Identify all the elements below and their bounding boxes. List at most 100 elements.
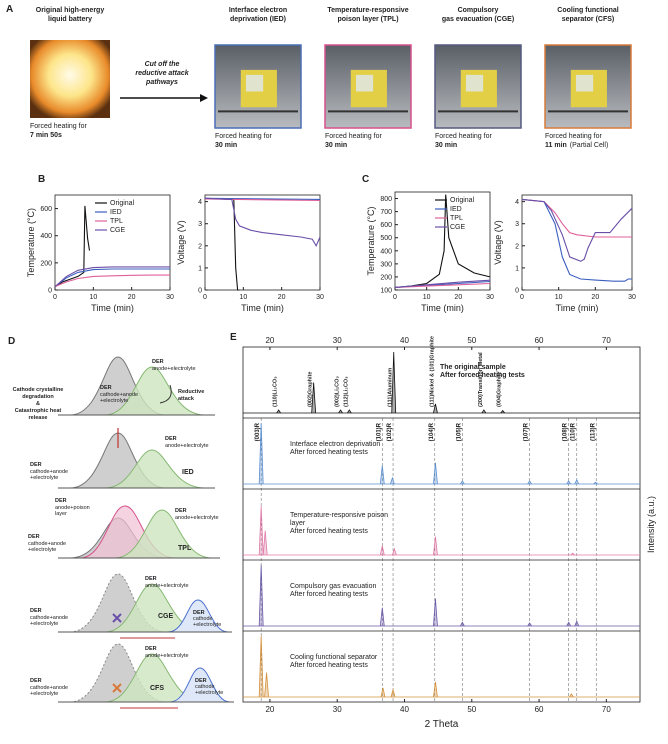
- diagram: DER cathode+anode +electrolyte DER anode…: [13, 356, 215, 421]
- plot-frame: [242, 346, 641, 703]
- text: anode+electrolyte: [145, 653, 189, 659]
- x-tick-label: 30: [628, 294, 636, 301]
- x-tick-label: 40: [400, 705, 409, 714]
- x-tick-label: 20: [454, 294, 462, 301]
- cross: [112, 683, 122, 693]
- text: release: [29, 415, 48, 421]
- photo-caption: Forced heating for: [545, 133, 602, 140]
- series-line: [394, 194, 491, 288]
- pouch-highlight: [355, 74, 374, 92]
- photo-title: Original high-energy: [36, 7, 105, 14]
- x-tick-label: 30: [333, 336, 342, 345]
- series-line: [521, 198, 633, 262]
- y-tick-label: 100: [380, 288, 392, 295]
- caption-part: 30 min: [325, 142, 347, 149]
- series-line: [54, 274, 170, 288]
- y-tick-label: 300: [380, 261, 392, 268]
- peak-label: (111)Aluminum: [388, 368, 394, 407]
- trace-label: After forced heating tests: [290, 662, 368, 669]
- text: layer: [55, 511, 67, 517]
- text: cathode: [195, 684, 215, 690]
- y-tick-label: 600: [40, 206, 52, 213]
- photo-caption: 30 min: [435, 142, 457, 149]
- photo-title: Interface electron: [229, 7, 287, 14]
- photo-caption: Forced heating for: [325, 133, 382, 140]
- arrow-text: Cut off the: [145, 61, 180, 68]
- peak-label: (200)Transition Metal: [478, 352, 484, 407]
- xrd-peak: [593, 481, 598, 485]
- x-tick-label: 30: [166, 294, 174, 301]
- xrd-peak: [574, 620, 580, 627]
- x-tick-label: 20: [591, 294, 599, 301]
- reference-label: (003)R: [255, 422, 261, 441]
- text: DER: [175, 508, 187, 514]
- reference-label: (101)R: [376, 422, 382, 441]
- peak-label: (002)Li₂CO₃: [335, 376, 341, 407]
- der-peak: [104, 449, 206, 489]
- text: CFS: [150, 685, 164, 692]
- pouch-highlight: [575, 74, 594, 92]
- y-tick-label: 700: [380, 209, 392, 216]
- panel-label: A: [6, 4, 13, 15]
- y-tick-label: 400: [40, 233, 52, 240]
- arrow-text: pathways: [145, 79, 178, 86]
- pouch-highlight: [465, 74, 484, 92]
- reference-label: (105)R: [456, 422, 462, 441]
- caption-part: 30 min: [435, 142, 457, 149]
- trace-label: Temperature-responsive poison: [290, 512, 388, 519]
- trace-label: Compulsory gas evacuation: [290, 583, 376, 590]
- panel-label: B: [38, 174, 45, 185]
- text: cathode+anode: [30, 469, 68, 475]
- text: degradation: [22, 394, 54, 400]
- text: +electrolyte: [30, 621, 58, 627]
- photo-caption: 7 min 50s: [30, 132, 62, 139]
- series-line: [54, 268, 170, 288]
- photo-caption: Forced heating for: [435, 133, 492, 140]
- legend-label: CGE: [450, 224, 466, 231]
- y-tick-label: 1: [198, 265, 202, 272]
- xrd-peak: [460, 621, 465, 627]
- photo-title: Temperature-responsive: [327, 7, 408, 14]
- xrd-peak: [527, 622, 532, 627]
- x-tick-label: 10: [239, 294, 247, 301]
- arrow: [159, 384, 172, 404]
- series-line: [394, 282, 491, 288]
- xrd-peak: [569, 693, 574, 698]
- trace-label: Interface electron deprivation: [290, 441, 380, 448]
- text: Cathode crystalline: [13, 387, 64, 393]
- x-axis-label: 2 Theta: [425, 719, 459, 730]
- legend-label: Original: [110, 200, 135, 207]
- photo-title: deprivation (IED): [230, 16, 286, 23]
- x-tick-label: 30: [486, 294, 494, 301]
- text: anode+electrolyte: [165, 443, 209, 449]
- text: +electrolyte: [30, 475, 58, 481]
- y-tick-label: 3: [515, 221, 519, 228]
- text: +electrolyte: [193, 622, 221, 628]
- x-axis-label: Time (min): [241, 303, 284, 313]
- panel-label: D: [8, 336, 15, 347]
- xrd-peak: [262, 530, 268, 556]
- x-tick-label: 50: [467, 705, 476, 714]
- text: cathode+anode: [28, 541, 66, 547]
- text: +electrolyte: [30, 691, 58, 697]
- text: DER: [145, 576, 157, 582]
- y-tick-label: 2: [198, 243, 202, 250]
- y-axis-label: Voltage (V): [176, 220, 186, 265]
- peak-label: (002)Graphite: [308, 372, 314, 407]
- reference-label: (108)R: [563, 422, 569, 441]
- y-tick-label: 200: [380, 274, 392, 281]
- xrd-peak: [433, 536, 438, 556]
- text: anode+electrolyte: [175, 515, 219, 521]
- y-tick-label: 4: [515, 199, 519, 206]
- x-tick-label: 0: [53, 294, 57, 301]
- xrd-peak: [311, 382, 317, 414]
- photo-title: Cooling functional: [557, 7, 618, 14]
- der-peak: [167, 599, 229, 633]
- text: DER: [165, 436, 177, 442]
- text: anode+electrolyte: [145, 583, 189, 589]
- xrd-peak: [460, 480, 465, 485]
- xrd-peak: [258, 564, 264, 627]
- diagram: DER anode+electrolyte DER cathode+anode …: [30, 428, 215, 489]
- trace-label: Cooling functional separator: [290, 654, 378, 661]
